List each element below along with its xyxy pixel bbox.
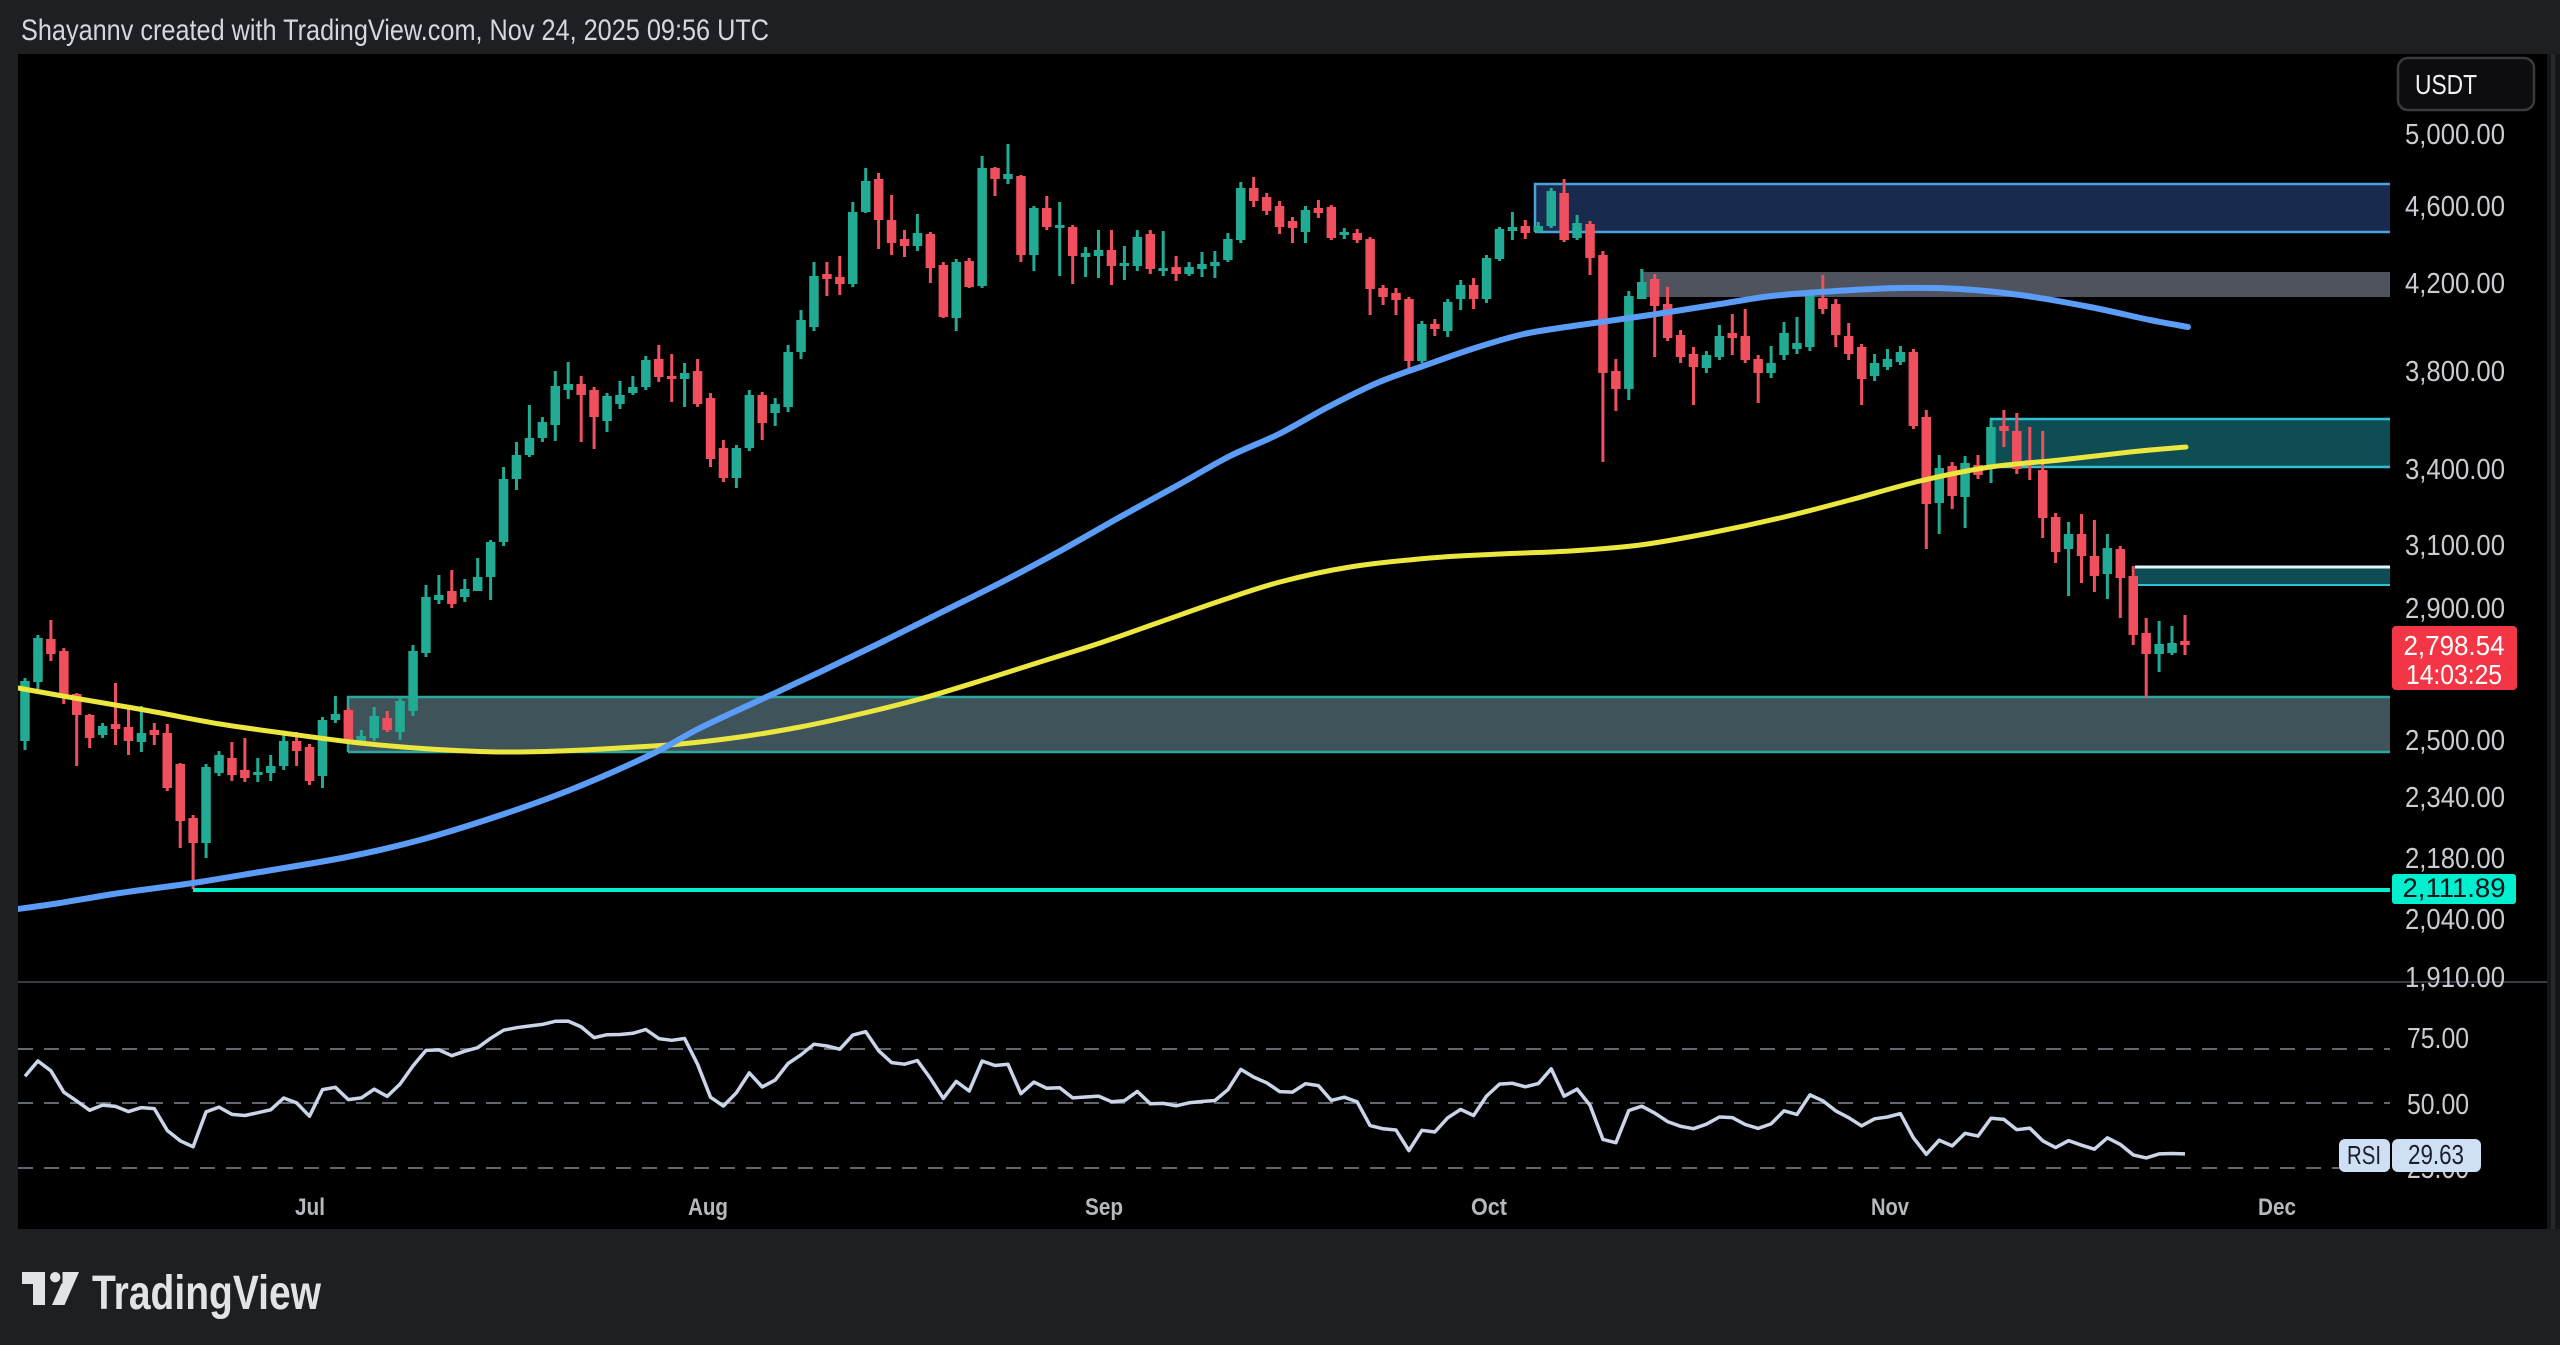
svg-text:USDT: USDT [2415, 69, 2477, 100]
svg-text:Aug: Aug [688, 1194, 728, 1221]
svg-text:2,180.00: 2,180.00 [2405, 843, 2505, 875]
svg-text:2,340.00: 2,340.00 [2405, 782, 2505, 814]
svg-text:2,040.00: 2,040.00 [2405, 904, 2505, 936]
svg-text:3,800.00: 3,800.00 [2405, 356, 2505, 388]
svg-text:Shayannv created with TradingV: Shayannv created with TradingView.com, N… [21, 14, 769, 47]
svg-text:Jul: Jul [295, 1194, 325, 1221]
svg-text:2,900.00: 2,900.00 [2405, 593, 2505, 625]
svg-text:2,111.89: 2,111.89 [2403, 873, 2506, 903]
svg-text:2,500.00: 2,500.00 [2405, 725, 2505, 757]
svg-text:RSI: RSI [2347, 1140, 2381, 1170]
svg-text:4,200.00: 4,200.00 [2405, 268, 2505, 300]
svg-text:TradingView: TradingView [92, 1267, 322, 1320]
svg-text:Sep: Sep [1085, 1194, 1123, 1221]
svg-text:4,600.00: 4,600.00 [2405, 191, 2505, 223]
svg-text:5,000.00: 5,000.00 [2405, 119, 2505, 151]
svg-text:1,910.00: 1,910.00 [2405, 962, 2505, 994]
svg-text:3,100.00: 3,100.00 [2405, 530, 2505, 562]
svg-text:14:03:25: 14:03:25 [2406, 659, 2502, 690]
svg-text:3,400.00: 3,400.00 [2405, 454, 2505, 486]
svg-text:29.63: 29.63 [2408, 1139, 2464, 1170]
svg-text:Dec: Dec [2258, 1194, 2296, 1221]
svg-text:50.00: 50.00 [2407, 1089, 2469, 1121]
svg-text:Nov: Nov [1871, 1194, 1910, 1221]
svg-text:75.00: 75.00 [2407, 1023, 2469, 1055]
svg-text:Oct: Oct [1471, 1194, 1507, 1221]
svg-text:2,798.54: 2,798.54 [2404, 630, 2505, 661]
